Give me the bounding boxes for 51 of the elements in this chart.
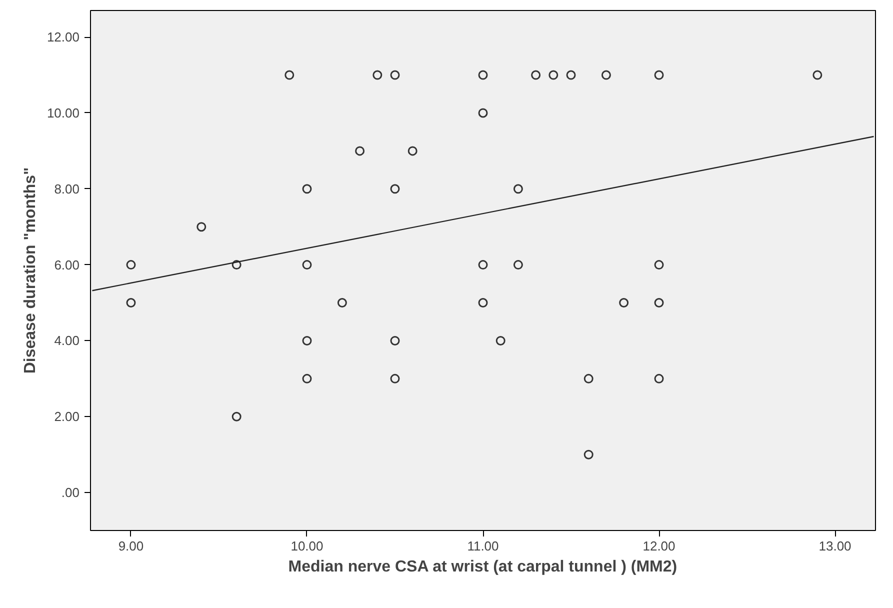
point	[654, 70, 664, 80]
point	[812, 70, 822, 80]
point	[355, 146, 365, 156]
point	[284, 70, 294, 80]
point	[302, 184, 312, 194]
point	[232, 260, 242, 270]
x-tick-label: 10.00	[290, 538, 324, 554]
y-tick-label: 10.00	[46, 105, 80, 120]
y-axis-title: Disease duration "months"	[22, 167, 39, 374]
point	[619, 298, 629, 308]
point	[390, 184, 400, 194]
point	[302, 374, 312, 384]
point	[478, 70, 488, 80]
x-tick-label: 12.00	[642, 538, 676, 554]
point	[478, 260, 488, 270]
point	[302, 336, 312, 346]
x-tick-label: 13.00	[818, 538, 852, 554]
point	[390, 374, 400, 384]
point	[584, 374, 594, 384]
point	[548, 70, 558, 80]
point	[478, 298, 488, 308]
y-tick-label: .00	[61, 485, 80, 500]
point	[337, 298, 347, 308]
x-tick-label: 11.00	[467, 538, 499, 554]
point	[654, 298, 664, 308]
point	[126, 260, 136, 270]
point	[654, 374, 664, 384]
y-tick-label: 8.00	[54, 181, 80, 196]
point	[126, 298, 136, 308]
point	[390, 336, 400, 346]
x-axis-title: Median nerve CSA at wrist (at carpal tunnel ) (MM2)	[288, 558, 678, 576]
point	[601, 70, 611, 80]
point	[408, 146, 418, 156]
y-tick-label: 12.00	[46, 30, 80, 45]
y-tick-label: 2.00	[54, 409, 80, 424]
x-tick-label: 9.00	[118, 538, 144, 554]
point	[496, 336, 506, 346]
point	[478, 108, 488, 118]
point	[531, 70, 541, 80]
point	[232, 412, 242, 422]
point	[654, 260, 664, 270]
point	[372, 70, 382, 80]
point	[302, 260, 312, 270]
point	[513, 184, 523, 194]
point	[513, 260, 523, 270]
point	[584, 450, 594, 460]
point	[390, 70, 400, 80]
point	[566, 70, 576, 80]
y-tick-label: 6.00	[54, 257, 80, 272]
point	[196, 222, 206, 232]
y-tick-label: 4.00	[54, 333, 80, 348]
